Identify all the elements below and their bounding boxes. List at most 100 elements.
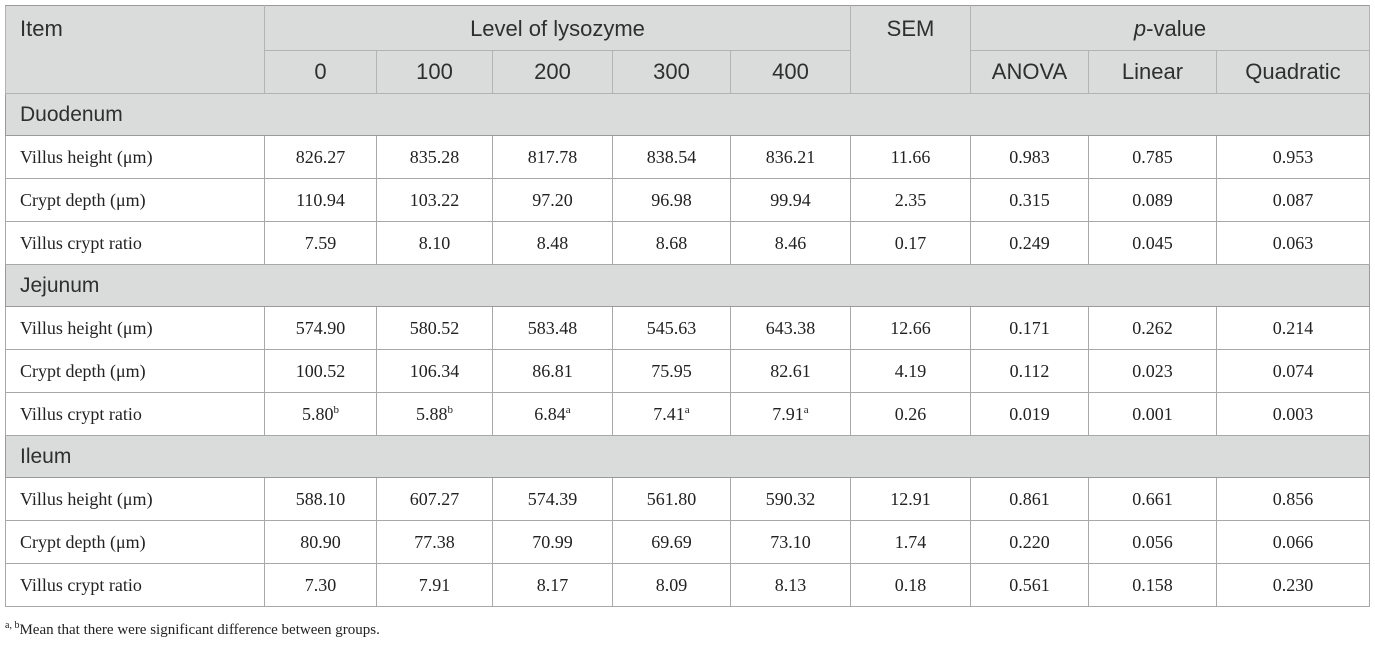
level-value: 86.81	[532, 360, 573, 381]
section-row: Ileum	[5, 435, 1370, 478]
quadratic-value: 0.087	[1216, 178, 1370, 222]
level-value: 8.17	[536, 574, 569, 595]
level-value: 7.91	[418, 574, 451, 595]
sem-value: 4.19	[850, 349, 971, 393]
level-value: 574.90	[295, 317, 346, 338]
quadratic-value: 0.214	[1216, 306, 1370, 350]
level-value-cell: 835.28	[376, 135, 493, 179]
linear-header: Linear	[1088, 50, 1217, 94]
level-value: 583.48	[527, 317, 578, 338]
section-row: Jejunum	[5, 264, 1370, 307]
level-value: 8.68	[655, 232, 688, 253]
level-value: 835.28	[409, 146, 460, 167]
table-row: Villus crypt ratio 5.80b 5.88b 6.84a 7.41a 7.…	[5, 392, 1370, 436]
level-value: 5.80	[302, 403, 334, 424]
sem-value: 1.74	[850, 520, 971, 564]
level-value: 580.52	[409, 317, 460, 338]
level-value: 643.38	[765, 317, 816, 338]
level-value-cell: 607.27	[376, 477, 493, 521]
sem-value: 0.17	[850, 221, 971, 265]
level-value: 80.90	[300, 531, 341, 552]
level-value: 838.54	[646, 146, 697, 167]
level-value: 826.27	[295, 146, 346, 167]
table-row: Villus crypt ratio 7.59 8.10 8.48 8.68 8.46 0.…	[5, 221, 1370, 265]
level-value-cell: 838.54	[612, 135, 731, 179]
anova-value: 0.315	[970, 178, 1089, 222]
significance-mark: b	[447, 403, 454, 416]
row-label: Villus crypt ratio	[5, 563, 265, 607]
level-value-cell: 6.84a	[492, 392, 613, 436]
level-value-cell: 590.32	[730, 477, 851, 521]
level-value-cell: 96.98	[612, 178, 731, 222]
level-value-cell: 75.95	[612, 349, 731, 393]
linear-value: 0.023	[1088, 349, 1217, 393]
table-row: Villus height (μm) 826.27 835.28 817.78 838.…	[5, 135, 1370, 179]
quadratic-value: 0.066	[1216, 520, 1370, 564]
sem-value: 0.18	[850, 563, 971, 607]
anova-value: 0.983	[970, 135, 1089, 179]
level-value-cell: 583.48	[492, 306, 613, 350]
results-table: Item Level of lysozyme SEM p-value 0 100…	[5, 5, 1370, 607]
sem-value: 2.35	[850, 178, 971, 222]
level-value: 817.78	[527, 146, 578, 167]
level-value-cell: 69.69	[612, 520, 731, 564]
p-value-header: p-value	[970, 5, 1370, 51]
level-value: 100.52	[295, 360, 346, 381]
anova-value: 0.220	[970, 520, 1089, 564]
level-value: 99.94	[770, 189, 811, 210]
significance-mark: a	[684, 403, 690, 416]
level-value: 561.80	[646, 488, 697, 509]
level-value: 103.22	[409, 189, 460, 210]
level-value: 69.69	[651, 531, 692, 552]
table-header: Item Level of lysozyme SEM p-value 0 100…	[5, 5, 1370, 94]
level-value-cell: 7.91a	[730, 392, 851, 436]
anova-value: 0.171	[970, 306, 1089, 350]
level-value-cell: 836.21	[730, 135, 851, 179]
level-header: 400	[730, 50, 851, 94]
linear-value: 0.785	[1088, 135, 1217, 179]
level-value: 6.84	[534, 403, 566, 424]
level-value: 82.61	[770, 360, 811, 381]
level-value-cell: 97.20	[492, 178, 613, 222]
row-label: Villus height (μm)	[5, 477, 265, 521]
level-value-cell: 588.10	[264, 477, 377, 521]
level-value-cell: 77.38	[376, 520, 493, 564]
table-row: Crypt depth (μm) 100.52 106.34 86.81 75.95 82…	[5, 349, 1370, 393]
level-value-cell: 8.09	[612, 563, 731, 607]
level-value-cell: 545.63	[612, 306, 731, 350]
sem-value: 12.66	[850, 306, 971, 350]
level-value-cell: 561.80	[612, 477, 731, 521]
quadratic-value: 0.074	[1216, 349, 1370, 393]
level-header: 100	[376, 50, 493, 94]
row-label: Villus crypt ratio	[5, 392, 265, 436]
anova-value: 0.249	[970, 221, 1089, 265]
level-value-cell: 8.48	[492, 221, 613, 265]
level-value: 110.94	[296, 189, 345, 210]
row-label: Crypt depth (μm)	[5, 520, 265, 564]
level-value: 574.39	[527, 488, 578, 509]
level-value-cell: 817.78	[492, 135, 613, 179]
level-value: 5.88	[416, 403, 448, 424]
level-value-cell: 8.46	[730, 221, 851, 265]
level-value-cell: 7.41a	[612, 392, 731, 436]
level-value: 106.34	[409, 360, 460, 381]
quadratic-header: Quadratic	[1216, 50, 1370, 94]
significance-mark: b	[333, 403, 340, 416]
sem-value: 12.91	[850, 477, 971, 521]
level-value-cell: 103.22	[376, 178, 493, 222]
level-value-cell: 86.81	[492, 349, 613, 393]
quadratic-value: 0.953	[1216, 135, 1370, 179]
level-group-header: Level of lysozyme	[264, 5, 851, 51]
level-value-cell: 70.99	[492, 520, 613, 564]
level-value-cell: 100.52	[264, 349, 377, 393]
p-suffix: -value	[1146, 16, 1207, 41]
anova-value: 0.861	[970, 477, 1089, 521]
table-row: Villus height (μm) 574.90 580.52 583.48 545.…	[5, 306, 1370, 350]
level-value: 7.59	[304, 232, 337, 253]
table-row: Villus height (μm) 588.10 607.27 574.39 561.…	[5, 477, 1370, 521]
anova-header: ANOVA	[970, 50, 1089, 94]
linear-value: 0.158	[1088, 563, 1217, 607]
significance-mark: a	[565, 403, 571, 416]
level-value: 7.91	[772, 403, 804, 424]
level-value-cell: 580.52	[376, 306, 493, 350]
